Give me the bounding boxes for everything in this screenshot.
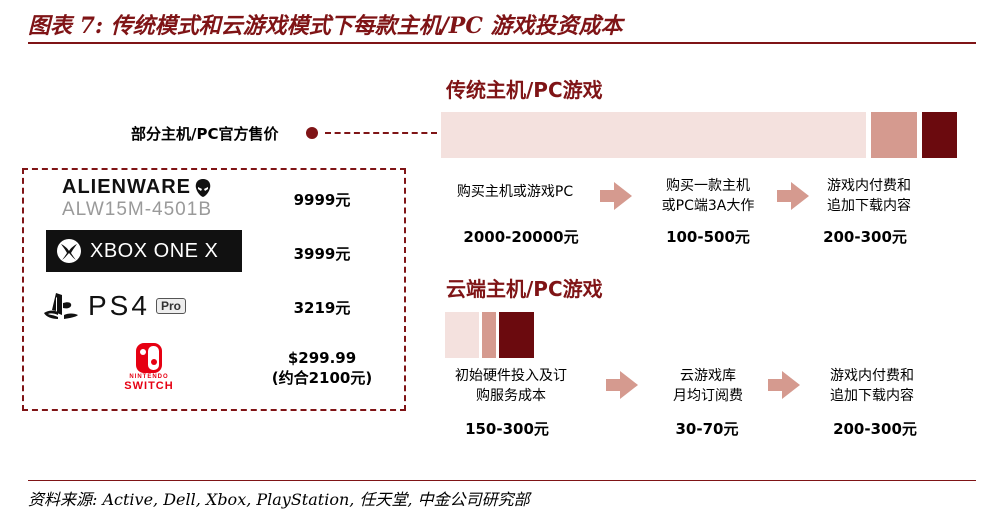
device-price-box bbox=[22, 168, 406, 411]
nintendo-maker: NINTENDO bbox=[129, 374, 169, 380]
bar-segment-hardware bbox=[445, 312, 479, 358]
xbox-brand: XBOX ONE X bbox=[90, 239, 219, 262]
switch-joycon-icon bbox=[136, 343, 162, 373]
alienware-brand: ALIENWARE bbox=[62, 176, 191, 198]
cloud-title: 云端主机/PC游戏 bbox=[446, 277, 603, 301]
bar-segment-subscription bbox=[482, 312, 496, 358]
top-rule bbox=[28, 42, 976, 44]
leader-line bbox=[325, 132, 437, 134]
source-note: 资料来源: Active, Dell, Xbox, PlayStation, 任… bbox=[28, 490, 530, 509]
pro-badge: Pro bbox=[155, 298, 186, 314]
bar-segment-game bbox=[871, 112, 917, 158]
bar-segment-ingame bbox=[922, 112, 957, 158]
playstation-symbol-icon bbox=[44, 293, 78, 319]
switch-price-usd: $299.99 bbox=[287, 349, 357, 367]
alienware-logo: ALIENWARE ALW15M-4501B bbox=[50, 176, 250, 224]
bar-segment-hardware bbox=[441, 112, 866, 158]
traditional-step-3-label: 游戏内付费和 追加下载内容 bbox=[827, 178, 911, 214]
playstation-brand: PS4 bbox=[88, 290, 150, 321]
traditional-cost-1: 2000-20000元 bbox=[463, 228, 579, 246]
ps4-price: 3219元 bbox=[293, 299, 351, 317]
cloud-step-3-label: 游戏内付费和 追加下载内容 bbox=[830, 368, 914, 404]
cloud-cost-1: 150-300元 bbox=[465, 420, 549, 438]
cloud-cost-bar bbox=[445, 312, 535, 358]
traditional-cost-3: 200-300元 bbox=[823, 228, 907, 246]
bottom-rule bbox=[28, 480, 976, 481]
step-text: 购买主机或游戏PC bbox=[456, 184, 574, 200]
switch-brand: SWITCH bbox=[124, 380, 174, 392]
bar-segment-ingame bbox=[499, 312, 534, 358]
figure-title: 图表 7: 传统模式和云游戏模式下每款主机/PC 游戏投资成本 bbox=[28, 13, 623, 39]
cloud-cost-3: 200-300元 bbox=[833, 420, 917, 438]
xbox-logo: XBOX ONE X bbox=[46, 230, 242, 272]
traditional-step-1-label: 购买主机或游戏PC bbox=[440, 182, 590, 202]
switch-price-rmb: (约合2100元) bbox=[271, 369, 373, 387]
alien-head-icon bbox=[195, 178, 211, 197]
xbox-price: 3999元 bbox=[293, 245, 351, 263]
cloud-step-2-label: 云游戏库 月均订阅费 bbox=[673, 368, 743, 404]
nintendo-switch-logo: NINTENDO SWITCH bbox=[112, 342, 186, 402]
playstation-logo: PS4 Pro bbox=[42, 286, 246, 326]
traditional-title: 传统主机/PC游戏 bbox=[446, 78, 603, 102]
xbox-sphere-icon bbox=[57, 239, 81, 263]
traditional-cost-bar bbox=[441, 112, 957, 158]
traditional-cost-2: 100-500元 bbox=[666, 228, 750, 246]
switch-price: $299.99 (约合2100元) bbox=[262, 348, 382, 388]
traditional-step-2-label: 购买一款主机 或PC端3A大作 bbox=[661, 178, 755, 214]
cloud-cost-2: 30-70元 bbox=[675, 420, 739, 438]
cloud-step-1-label: 初始硬件投入及订 购服务成本 bbox=[455, 368, 567, 404]
official-price-label: 部分主机/PC官方售价 bbox=[131, 125, 279, 143]
alienware-model: ALW15M-4501B bbox=[62, 199, 212, 220]
alienware-price: 9999元 bbox=[293, 191, 351, 209]
leader-dot bbox=[306, 127, 318, 139]
